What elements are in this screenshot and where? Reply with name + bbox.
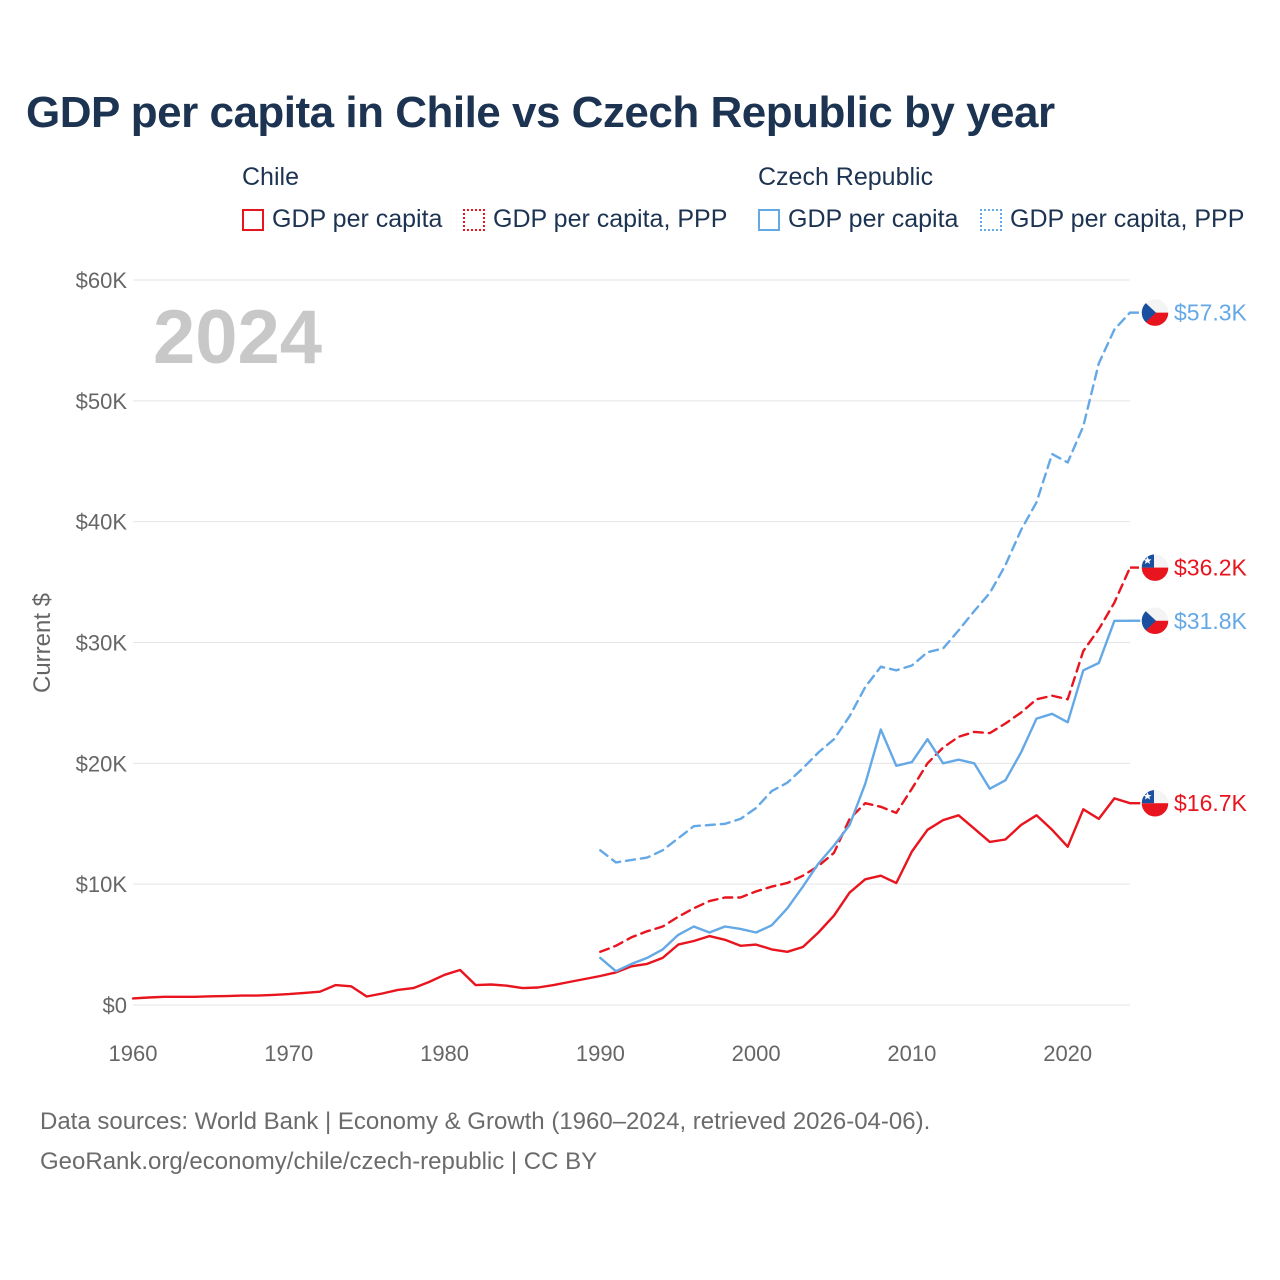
x-tick-label: 1960 (109, 1041, 158, 1066)
end-value-label: $36.2K (1174, 555, 1248, 581)
end-value-label: $57.3K (1174, 300, 1248, 326)
y-tick-label: $20K (76, 751, 128, 776)
series-line-chile-gdp (131, 797, 1132, 1000)
legend-item-chile-ppp[interactable]: GDP per capita, PPP (463, 205, 727, 234)
y-tick-label: $60K (76, 268, 128, 293)
x-tick-label: 1980 (420, 1041, 469, 1066)
legend-item-czech-gdp[interactable]: GDP per capita (758, 205, 958, 234)
x-axis: 1960 1970 1980 1990 2000 2010 2020 (109, 1041, 1093, 1066)
source-line-2: GeoRank.org/economy/chile/czech-republic… (40, 1148, 598, 1175)
y-tick-label: $40K (76, 510, 128, 535)
legend-swatch-chile-ppp (463, 208, 485, 231)
y-axis-label: Current $ (29, 593, 56, 693)
czech-flag-icon (1140, 297, 1170, 328)
series-line-chile-ppp (599, 566, 1132, 953)
czech-flag-icon (1140, 606, 1170, 636)
source-line-1: Data sources: World Bank | Economy & Gro… (40, 1108, 931, 1135)
y-axis: $0 $10K $20K $30K $40K $50K $60K (76, 268, 128, 1018)
chile-flag-icon (1140, 552, 1170, 583)
chart-title: GDP per capita in Chile vs Czech Republi… (26, 88, 1055, 137)
line-chart: $0$10K$20K$30K$40K$50K$60K 1960 1970 1980 1… (29, 268, 1248, 1066)
x-tick-label: 2010 (887, 1041, 936, 1066)
x-tick-label: 1990 (576, 1041, 625, 1066)
legend-swatch-czech-gdp (758, 208, 780, 231)
legend-group-chile: Chile (242, 163, 299, 191)
series-line-czech-republic-ppp (599, 311, 1132, 864)
x-tick-label: 2000 (732, 1041, 781, 1066)
year-watermark: 2024 (153, 295, 322, 380)
y-tick-label: $30K (76, 631, 128, 656)
legend-item-czech-ppp[interactable]: GDP per capita, PPP (980, 205, 1244, 234)
grid-layer (133, 279, 1130, 1006)
endpoint-layer: $16.7K $36.2K $31.8K $57.3K (1130, 297, 1248, 818)
legend-label-czech-gdp: GDP per capita (788, 205, 959, 233)
legend-swatch-chile-gdp (242, 208, 264, 231)
chile-flag-icon (1140, 788, 1170, 818)
end-value-label: $31.8K (1174, 608, 1248, 634)
end-value-label: $16.7K (1174, 790, 1248, 816)
x-tick-label: 1970 (264, 1041, 313, 1066)
x-tick-label: 2020 (1043, 1041, 1092, 1066)
y-tick-label: $0 (103, 993, 127, 1018)
legend-item-chile-gdp[interactable]: GDP per capita (242, 205, 442, 234)
series-line-czech-republic-gdp (599, 619, 1132, 973)
series-layer (131, 311, 1132, 1000)
y-tick-label: $10K (76, 872, 128, 897)
legend-label-chile-ppp: GDP per capita, PPP (493, 205, 728, 233)
y-tick-label: $50K (76, 389, 128, 414)
legend-swatch-czech-ppp (980, 208, 1002, 231)
legend-label-czech-ppp: GDP per capita, PPP (1010, 205, 1245, 233)
legend-label-chile-gdp: GDP per capita (272, 205, 443, 233)
legend-group-czech: Czech Republic (758, 163, 934, 191)
